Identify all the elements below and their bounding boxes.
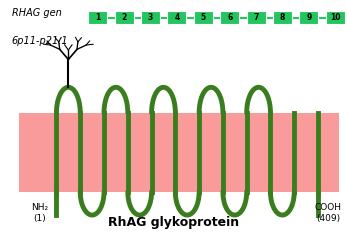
FancyBboxPatch shape: [326, 11, 345, 24]
Text: 8: 8: [280, 13, 285, 22]
Text: 9: 9: [306, 13, 312, 22]
Text: 3: 3: [148, 13, 153, 22]
FancyBboxPatch shape: [194, 11, 213, 24]
FancyBboxPatch shape: [273, 11, 292, 24]
Text: 10: 10: [330, 13, 340, 22]
Text: 7: 7: [253, 13, 259, 22]
Text: COOH
(409): COOH (409): [315, 204, 342, 223]
Text: 5: 5: [201, 13, 206, 22]
Text: RhAG glykoprotein: RhAG glykoprotein: [108, 216, 239, 229]
Text: 1: 1: [95, 13, 100, 22]
Text: 4: 4: [174, 13, 179, 22]
Text: NH₂
(1): NH₂ (1): [31, 204, 48, 223]
FancyBboxPatch shape: [115, 11, 134, 24]
FancyBboxPatch shape: [141, 11, 160, 24]
FancyBboxPatch shape: [168, 11, 186, 24]
Text: 6: 6: [227, 13, 232, 22]
Text: RHAG gen: RHAG gen: [12, 8, 61, 18]
Bar: [19, 113, 339, 192]
FancyBboxPatch shape: [220, 11, 239, 24]
Text: 6p11-p21.1: 6p11-p21.1: [12, 36, 68, 46]
FancyBboxPatch shape: [247, 11, 265, 24]
Text: 2: 2: [121, 13, 127, 22]
FancyBboxPatch shape: [299, 11, 318, 24]
FancyBboxPatch shape: [88, 11, 107, 24]
